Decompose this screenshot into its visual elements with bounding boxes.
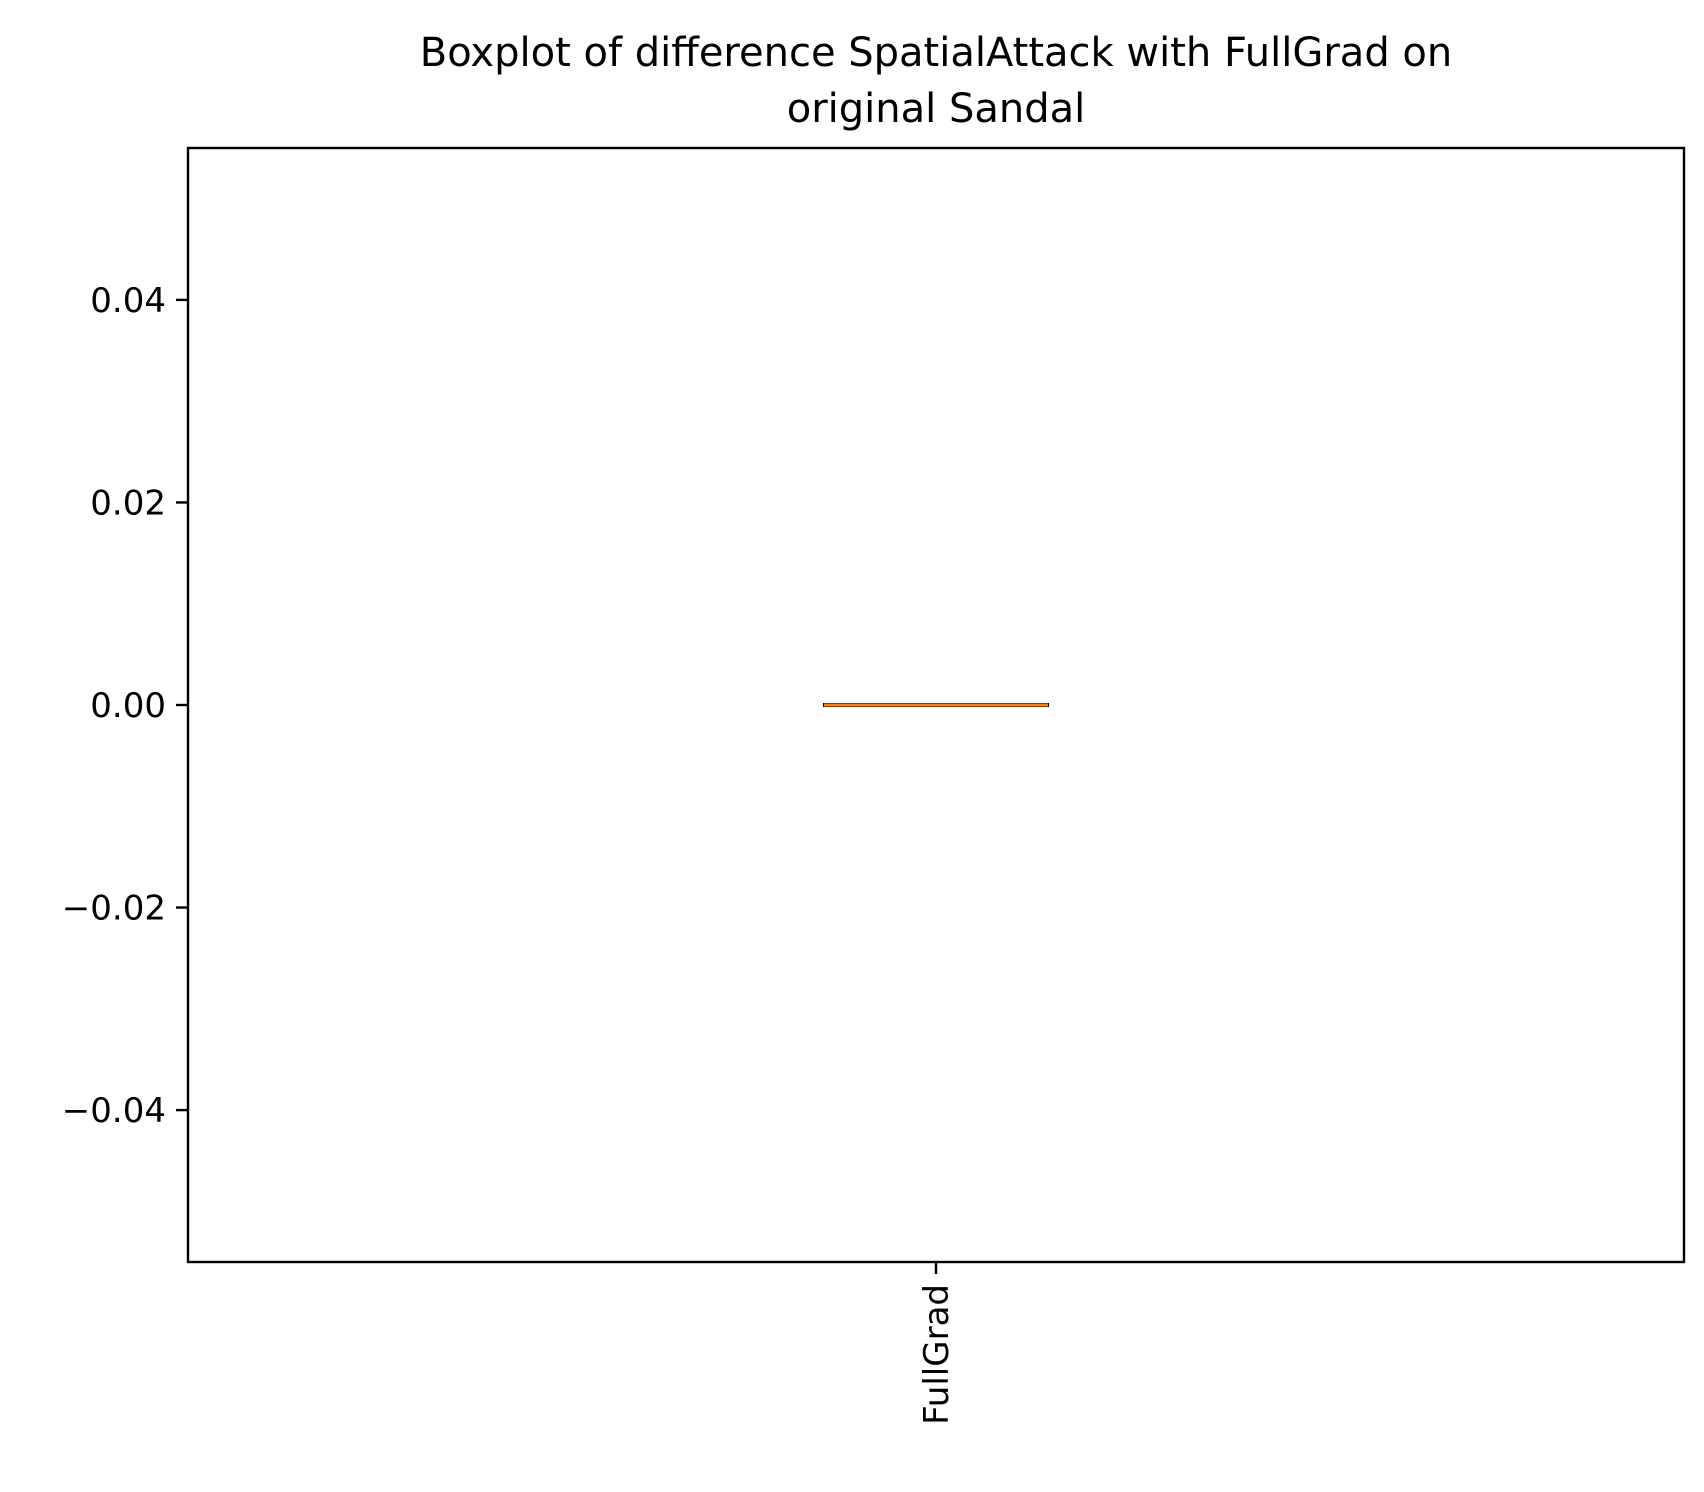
chart-title-line-1: Boxplot of difference SpatialAttack with… xyxy=(420,30,1453,76)
box-FullGrad xyxy=(823,703,1049,707)
y-tick-label: 0.04 xyxy=(90,281,166,321)
x-tick-label: FullGrad xyxy=(917,1284,957,1425)
y-tick-label: 0.02 xyxy=(90,483,166,523)
y-tick-label: −0.02 xyxy=(62,889,166,929)
chart-title: Boxplot of difference SpatialAttack with… xyxy=(420,30,1453,132)
y-tick-label: −0.04 xyxy=(62,1091,166,1131)
y-axis: −0.04 −0.02 0.00 0.02 0.04 xyxy=(62,281,188,1131)
x-axis: FullGrad xyxy=(917,1262,957,1425)
chart-title-line-2: original Sandal xyxy=(787,86,1086,132)
y-tick-label: 0.00 xyxy=(90,686,166,726)
box-series xyxy=(823,703,1049,707)
